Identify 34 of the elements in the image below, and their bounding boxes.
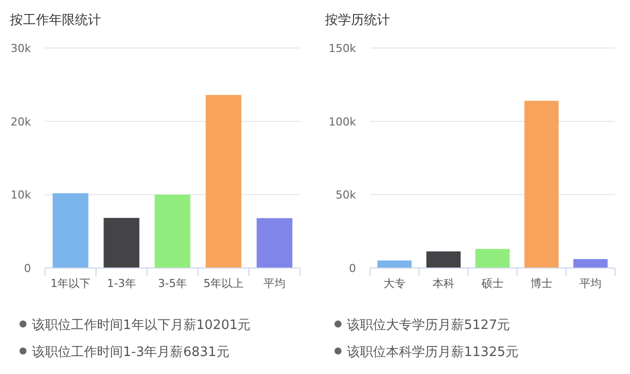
bar (206, 94, 242, 268)
text: 该职位本科学历月薪11325元 (347, 344, 518, 360)
y-tick-label: 10k (10, 188, 32, 202)
bar (426, 251, 461, 268)
text: 该职位工作时间1年以下月薪10201元 (32, 317, 251, 333)
y-tick-label: 150k (328, 42, 357, 55)
y-tick-label: 0 (349, 262, 356, 275)
bar (104, 218, 140, 268)
x-tick-label: 3-5年 (158, 277, 187, 290)
bar (573, 259, 608, 268)
bar (154, 194, 190, 268)
y-tick-label: 20k (10, 115, 32, 128)
bar (377, 260, 412, 268)
x-tick-label: 博士 (530, 277, 552, 290)
y-tick-label: 30k (10, 42, 32, 55)
x-tick-label: 1-3年 (107, 277, 136, 290)
text: 该职位大专学历月薪5127元 (347, 317, 510, 333)
x-tick-label: 本科 (432, 277, 454, 290)
y-tick-label: 0 (24, 262, 31, 275)
y-tick-label: 100k (328, 115, 357, 128)
bar (475, 248, 510, 268)
x-tick-label: 平均 (264, 277, 286, 290)
x-tick-label: 5年以上 (204, 277, 244, 290)
chart-title: 按学历统计 (325, 13, 390, 28)
y-tick-label: 50k (336, 188, 357, 202)
chart-title: 按工作年限统计 (10, 13, 101, 28)
bar (524, 100, 559, 268)
x-tick-label: 硕士 (480, 277, 504, 290)
bar (52, 193, 88, 268)
x-tick-label: 平均 (580, 277, 602, 290)
bar (256, 218, 292, 268)
x-tick-label: 大专 (384, 277, 406, 290)
text: 该职位工作时间1-3年月薪6831元 (32, 344, 230, 360)
x-tick-label: 1年以下 (50, 277, 90, 290)
